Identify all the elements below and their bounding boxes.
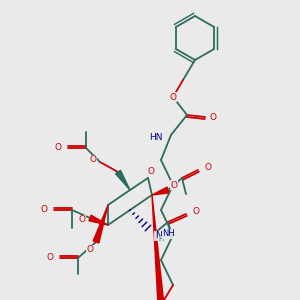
Text: O: O [193,208,200,217]
Text: O: O [148,167,154,176]
Text: O: O [79,215,86,224]
Text: H: H [158,236,163,242]
Text: O: O [86,245,94,254]
Text: O: O [170,181,178,190]
Text: O: O [46,254,53,262]
Text: O: O [40,206,47,214]
Text: O: O [55,143,62,152]
Polygon shape [89,215,108,225]
Text: N: N [154,232,161,241]
Polygon shape [116,170,130,190]
Text: O: O [209,112,217,122]
Polygon shape [152,195,164,300]
Polygon shape [93,205,108,243]
Text: NH: NH [162,230,175,238]
Text: O: O [205,164,212,172]
Text: O: O [169,92,176,101]
Text: O: O [89,155,97,164]
Text: HN: HN [149,134,163,142]
Polygon shape [152,187,169,195]
